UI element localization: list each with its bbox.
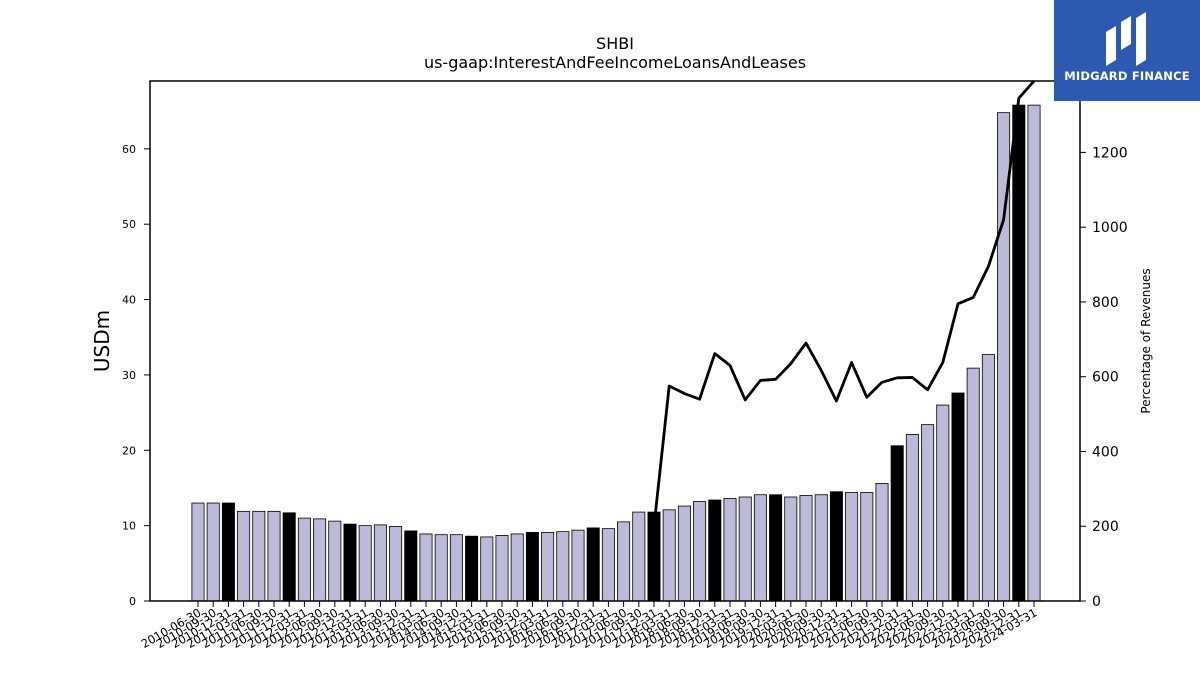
bar-2017-03-31	[601, 528, 615, 602]
bar-2016-06-30	[556, 531, 570, 602]
y2-axis-label: Percentage of Revenues	[1139, 268, 1153, 413]
y-tick-label: 0	[129, 595, 136, 608]
bar-2022-06-30	[921, 424, 935, 602]
bar-2018-06-30	[677, 505, 691, 602]
bars	[191, 104, 1041, 602]
y-tick-label: 10	[122, 520, 136, 533]
bar-2019-12-31	[769, 494, 783, 602]
bar-2013-12-31	[404, 530, 418, 602]
bar-2018-03-31	[662, 509, 676, 602]
logo-mark-icon	[1106, 12, 1146, 66]
chart-title: SHBI	[596, 34, 634, 53]
y-axis-left: 0 10 20 30 40 50 60	[122, 143, 150, 608]
bar-2012-12-31	[343, 523, 357, 602]
y2-tick-label: 1200	[1092, 145, 1128, 161]
bar-2017-09-30	[632, 511, 646, 602]
bar-2016-03-31	[541, 532, 555, 602]
bar-2010-06-30	[191, 502, 205, 602]
bar-2013-06-30	[373, 524, 387, 602]
y2-tick-label: 800	[1092, 295, 1119, 311]
bar-2016-09-30	[571, 529, 585, 602]
bar-2015-06-30	[495, 535, 509, 602]
bar-2014-12-31	[465, 535, 479, 602]
bar-2015-03-31	[480, 536, 494, 602]
percentage-line	[652, 80, 1036, 527]
bar-2022-09-30	[936, 404, 950, 602]
bar-2023-03-31	[966, 367, 980, 602]
y-axis-label: USDm	[90, 310, 114, 372]
bar-2023-06-30	[981, 354, 995, 602]
bar-2014-09-30	[449, 534, 463, 602]
bar-2012-03-31	[297, 517, 311, 602]
y2-tick-label: 200	[1092, 519, 1119, 535]
y2-tick-label: 0	[1092, 594, 1101, 610]
bar-2012-06-30	[313, 518, 327, 602]
logo-text: MIDGARD FINANCE	[1064, 69, 1190, 83]
bar-2019-06-30	[738, 496, 752, 602]
y-tick-label: 30	[122, 369, 136, 382]
y2-tick-label: 1000	[1092, 220, 1128, 236]
bar-2014-06-30	[434, 534, 448, 602]
bar-2015-12-31	[525, 532, 539, 602]
y-tick-label: 20	[122, 444, 136, 457]
bar-2019-03-31	[723, 498, 737, 602]
bar-2020-12-31	[829, 491, 843, 602]
x-axis: 2010-06-302010-09-302010-12-312011-03-31…	[139, 601, 1040, 651]
bar-2011-06-30	[252, 510, 266, 602]
bar-2021-09-30	[875, 483, 889, 602]
bar-2010-12-31	[221, 502, 235, 602]
bar-2015-09-30	[510, 533, 524, 602]
y-tick-label: 50	[122, 218, 136, 231]
bar-2020-09-30	[814, 494, 828, 602]
bar-2011-03-31	[237, 510, 251, 602]
bar-2022-03-31	[905, 434, 919, 602]
y-tick-label: 60	[122, 143, 136, 156]
y2-tick-label: 600	[1092, 370, 1119, 386]
midgard-finance-logo: MIDGARD FINANCE	[1054, 0, 1200, 101]
y-tick-label: 40	[122, 294, 136, 307]
percentage-line-path	[652, 80, 1036, 527]
bar-2024-03-31	[1027, 104, 1041, 602]
y-axis-right: 0 200 400 600 800 1000 1200	[1080, 145, 1128, 610]
bar-2016-12-31	[586, 527, 600, 602]
bar-2018-09-30	[693, 501, 707, 602]
bar-2011-12-31	[282, 512, 296, 602]
bar-2011-09-30	[267, 510, 281, 602]
bar-2012-09-30	[328, 520, 342, 602]
bar-2020-03-31	[784, 496, 798, 602]
bar-2013-03-31	[358, 525, 372, 602]
bar-2018-12-31	[708, 499, 722, 602]
bar-2021-03-31	[845, 492, 859, 602]
bar-2014-03-31	[419, 533, 433, 602]
bar-2022-12-31	[951, 392, 965, 602]
chart-subtitle: us-gaap:InterestAndFeeIncomeLoansAndLeas…	[424, 53, 806, 72]
bar-2023-12-31	[1012, 104, 1026, 602]
y2-tick-label: 400	[1092, 444, 1119, 460]
bar-2020-06-30	[799, 495, 813, 602]
bar-2021-12-31	[890, 445, 904, 602]
bar-2021-06-30	[860, 492, 874, 602]
bar-2013-09-30	[389, 525, 403, 602]
bar-2019-09-30	[753, 494, 767, 602]
bar-2017-06-30	[617, 521, 631, 602]
plot-frame	[149, 80, 1081, 602]
bar-2010-09-30	[206, 502, 220, 602]
